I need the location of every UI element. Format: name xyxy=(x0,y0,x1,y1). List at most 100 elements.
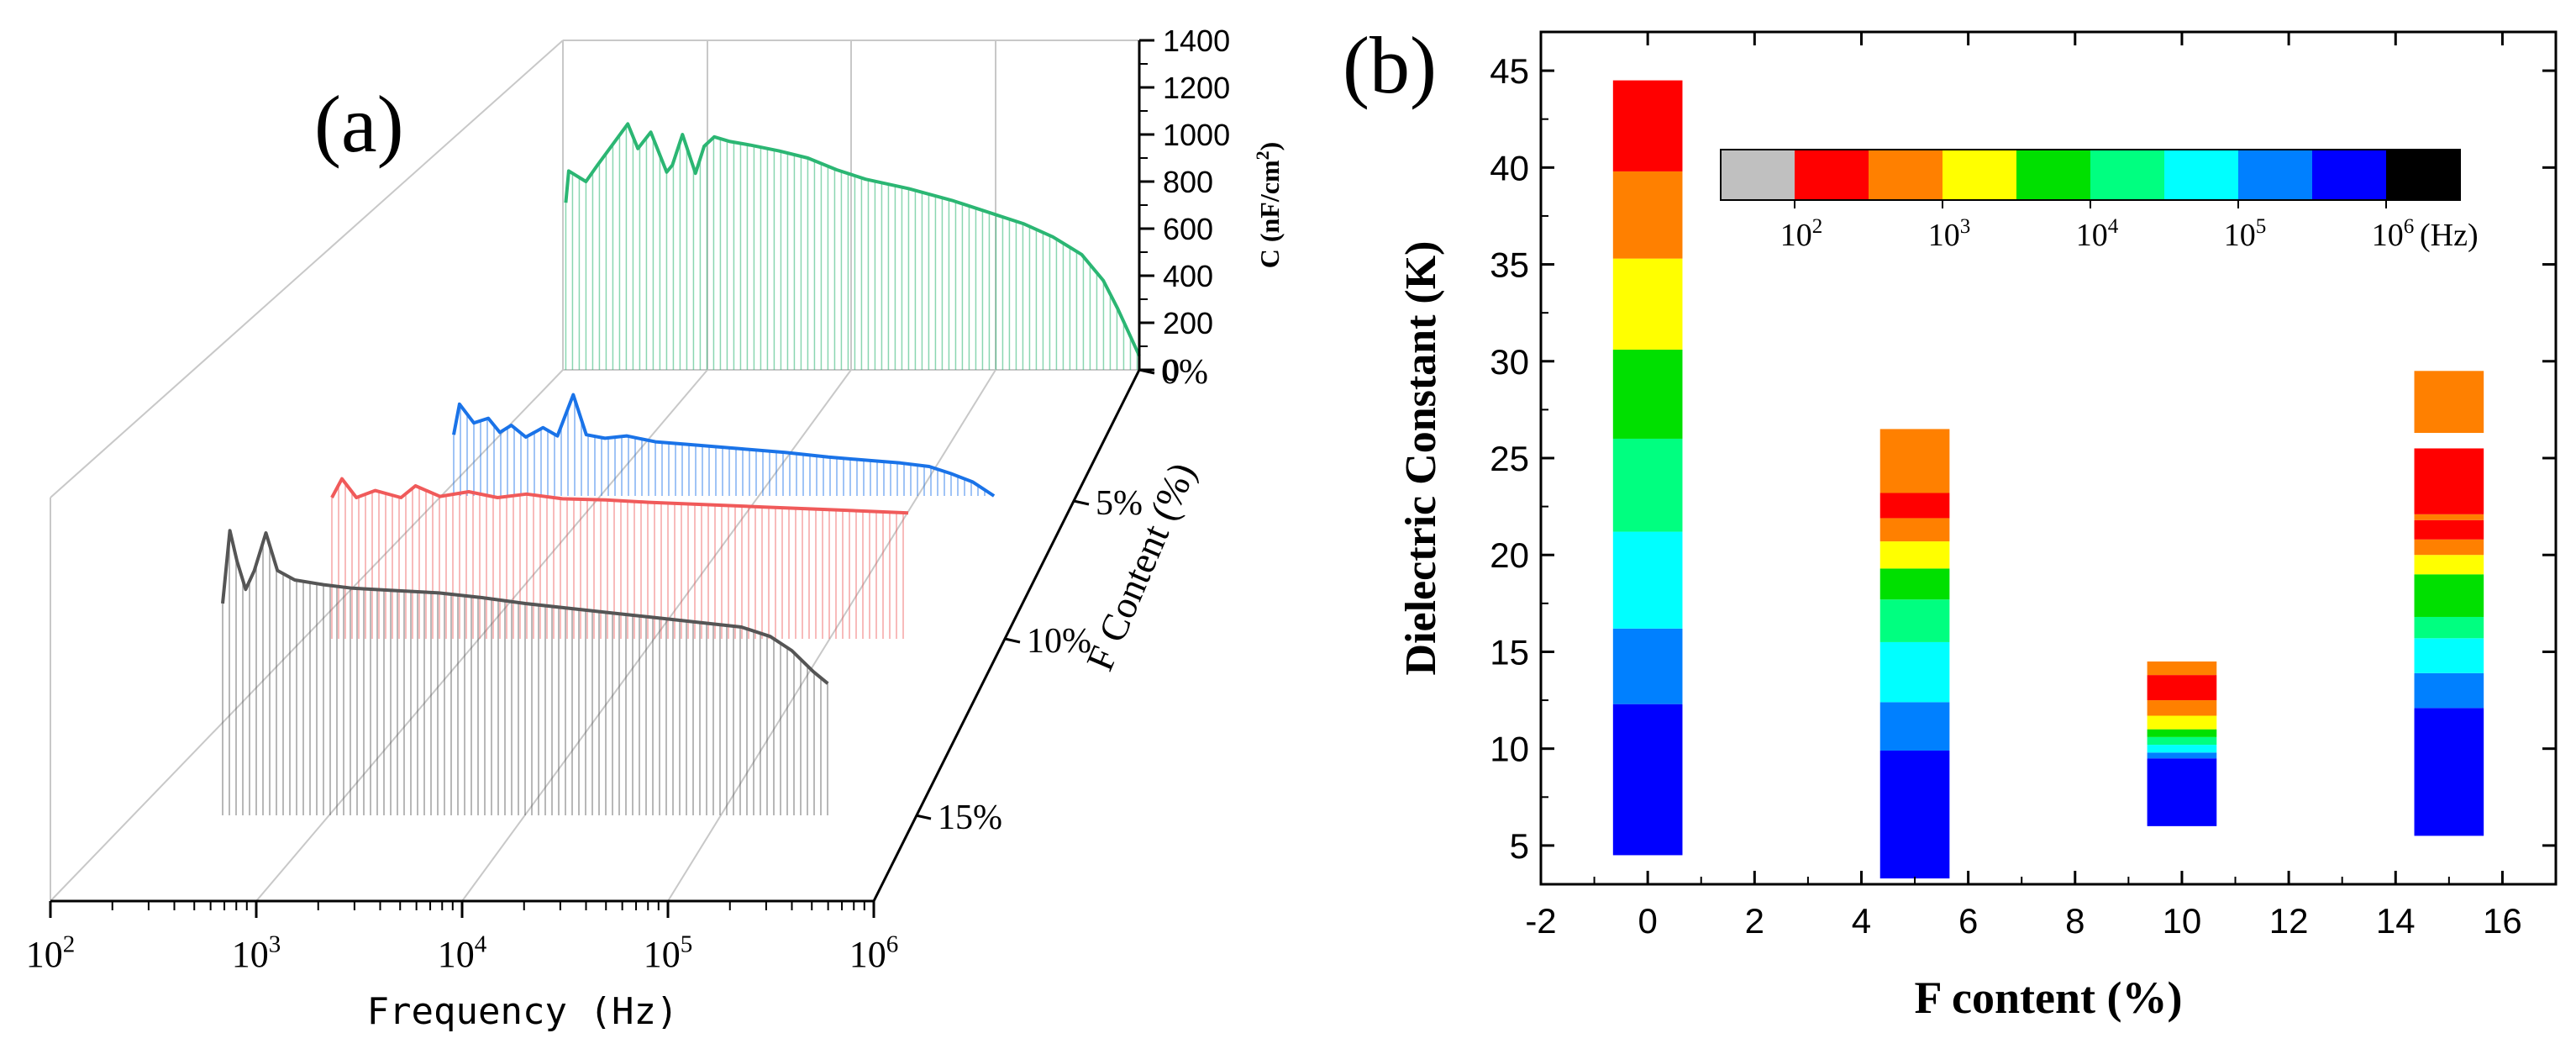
panel-b-x-ticks: -2 0 2 4 6 8 10 12 14 16 xyxy=(1525,32,2557,941)
bar-10-segment-1 xyxy=(2147,752,2217,759)
series-0-line xyxy=(564,122,1141,357)
bar-15-segment-8 xyxy=(2414,514,2484,520)
colorbar-tick-label: 104 xyxy=(2076,215,2119,253)
x-tick-label: 104 xyxy=(438,930,487,975)
panel-a-f-content-axis xyxy=(872,369,1141,902)
bar-15-segment-7 xyxy=(2414,519,2484,540)
x-tick-label: 106 xyxy=(849,930,899,975)
x-tick-label: -2 xyxy=(1525,901,1556,941)
bar-10-segment-5 xyxy=(2147,715,2217,730)
bar-0 xyxy=(1612,80,1683,856)
bar-15-segment-10 xyxy=(2414,371,2484,434)
x-tick-label: 102 xyxy=(26,930,76,975)
bar-5 xyxy=(1879,429,1950,879)
bar-0-segment-5 xyxy=(1612,258,1683,350)
colorbar-tick-label: 103 xyxy=(1928,215,1971,253)
panel-b-y-axis-label: Dielectric Constant (K) xyxy=(1397,241,1445,676)
colorbar-tick-label-exponent: 3 xyxy=(1960,215,1971,238)
x-tick-label-exponent: 4 xyxy=(475,930,487,957)
colorbar-tick-label: 106 xyxy=(2372,215,2415,253)
panel-b-x-axis-label: F content (%) xyxy=(1915,973,2183,1023)
c-tick-label: 800 xyxy=(1163,165,1213,199)
bar-0-segment-4 xyxy=(1612,349,1683,439)
f-content-tick-mark xyxy=(915,814,932,820)
series-2-fill-lines xyxy=(331,482,904,639)
colorbar-cell-1 xyxy=(1795,150,1869,200)
y-tick-label: 25 xyxy=(1490,439,1529,478)
x-tick-label: 14 xyxy=(2376,901,2416,941)
bar-5-segment-4 xyxy=(1879,568,1950,600)
f-content-tick-label: 15% xyxy=(938,799,1002,837)
x-tick-label-base: 10 xyxy=(849,934,886,975)
x-tick-label-exponent: 2 xyxy=(63,930,76,957)
bar-15-segment-6 xyxy=(2414,539,2484,556)
bar-5-segment-5 xyxy=(1879,541,1950,569)
c-tick-label: 1200 xyxy=(1163,71,1230,105)
colorbar-tick-label-exponent: 5 xyxy=(2256,215,2267,238)
bar-15-segment-3 xyxy=(2414,616,2484,639)
bar-15-segment-4 xyxy=(2414,574,2484,617)
x-tick-label-exponent: 6 xyxy=(886,930,899,957)
bar-15-segment-5 xyxy=(2414,555,2484,575)
bar-0-segment-2 xyxy=(1612,531,1683,629)
colorbar-tick-label-base: 10 xyxy=(1928,218,1960,253)
colorbar-cell-2 xyxy=(1869,150,1943,200)
y-tick-label: 30 xyxy=(1490,342,1529,382)
x-tick-label: 12 xyxy=(2269,901,2309,941)
bar-10 xyxy=(2147,661,2217,826)
panel-b-bars xyxy=(1612,80,2484,879)
colorbar-tick-label-base: 10 xyxy=(2076,218,2108,253)
x-tick-label: 0 xyxy=(1638,901,1657,941)
c-tick-label: 400 xyxy=(1163,259,1213,293)
series-3 xyxy=(221,529,829,815)
series-1-line xyxy=(452,393,996,498)
series-2 xyxy=(330,477,909,639)
x-tick-label-base: 10 xyxy=(644,934,681,975)
f-content-tick-mark xyxy=(1138,368,1155,375)
colorbar-tick-label-exponent: 6 xyxy=(2404,215,2415,238)
f-content-tick-label: 0% xyxy=(1161,353,1208,392)
f-content-tick-label: 10% xyxy=(1027,622,1091,661)
bar-5-segment-7 xyxy=(1879,493,1950,519)
y-tick-label: 45 xyxy=(1490,51,1529,91)
bar-5-segment-8 xyxy=(1879,429,1950,493)
y-tick-label: 20 xyxy=(1490,535,1529,575)
panel-a-series-group xyxy=(221,122,1141,815)
series-2-line xyxy=(330,477,909,515)
series-0 xyxy=(564,122,1141,370)
colorbar-cell-4 xyxy=(2016,150,2090,200)
panel-a-label: (a) xyxy=(314,79,404,169)
bar-5-segment-2 xyxy=(1879,641,1950,703)
colorbar-tick-label-base: 10 xyxy=(2224,218,2256,253)
bar-10-segment-2 xyxy=(2147,745,2217,753)
colorbar-tick-label: 105 xyxy=(2224,215,2267,253)
c-tick-label: 1400 xyxy=(1163,24,1230,58)
x-tick-label: 105 xyxy=(644,930,693,975)
bar-5-segment-3 xyxy=(1879,599,1950,642)
c-tick-label: 200 xyxy=(1163,306,1213,340)
colorbar-cell-0 xyxy=(1721,150,1795,200)
colorbar-cell-5 xyxy=(2090,150,2164,200)
x-tick-label-base: 10 xyxy=(26,934,63,975)
f-content-tick-label: 5% xyxy=(1096,484,1143,523)
bar-15-segment-0 xyxy=(2414,708,2484,836)
bar-0-segment-6 xyxy=(1612,171,1683,259)
colorbar-cell-8 xyxy=(2312,150,2386,200)
colorbar-cell-6 xyxy=(2164,150,2238,200)
y-tick-label: 35 xyxy=(1490,245,1529,285)
y-tick-label: 15 xyxy=(1490,632,1529,672)
colorbar-tick-label-exponent: 2 xyxy=(1812,215,1823,238)
bar-10-segment-0 xyxy=(2147,758,2217,826)
bar-15-segment-2 xyxy=(2414,638,2484,673)
bar-0-segment-7 xyxy=(1612,80,1683,171)
bar-0-segment-0 xyxy=(1612,704,1683,856)
f-content-tick-mark xyxy=(1073,499,1090,506)
x-tick-label: 16 xyxy=(2483,901,2522,941)
series-0-fill-lines xyxy=(565,125,1138,370)
panel-a-c-ticks: 0 200 400 600 800 1000 1200 1400 xyxy=(1139,24,1230,387)
panel-b-label: (b) xyxy=(1343,20,1437,110)
series-3-fill-lines xyxy=(222,535,828,815)
